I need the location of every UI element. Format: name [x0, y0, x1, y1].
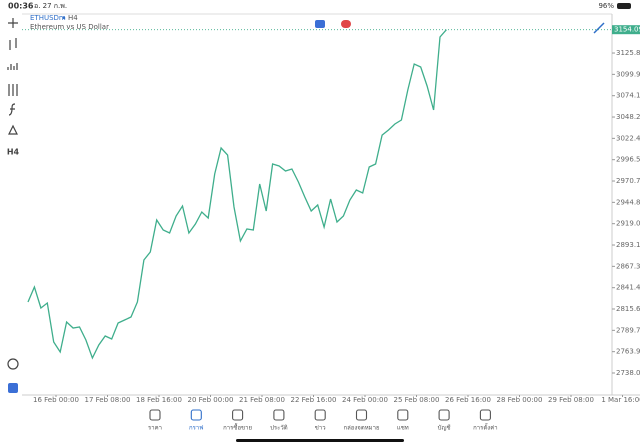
nav-label[interactable]: การซื้อขาย — [223, 422, 252, 432]
nav-icon[interactable] — [355, 409, 368, 421]
y-tick-label: 2738.05 — [616, 369, 640, 377]
last-price-label: 3154.09 — [614, 26, 640, 34]
y-tick-label: 2919.00 — [616, 220, 640, 228]
nav-icon[interactable] — [314, 409, 326, 421]
x-tick-label: 28 Feb 00:00 — [497, 396, 543, 404]
chart-type-tool[interactable] — [9, 38, 17, 50]
nav-label[interactable]: กล่องจดหมาย — [343, 425, 379, 432]
y-tick-label: 2815.60 — [616, 305, 640, 313]
x-tick-label: 21 Feb 08:00 — [239, 396, 285, 404]
nav-icon[interactable] — [479, 409, 491, 421]
separator-dot — [62, 16, 66, 20]
one-click-tool[interactable] — [8, 383, 18, 393]
status-battery: 96% — [598, 2, 614, 10]
x-tick-label: 20 Feb 00:00 — [188, 396, 234, 404]
indicators-tool[interactable] — [7, 63, 18, 70]
nav-label[interactable]: กราฟ — [189, 425, 203, 432]
x-tick-label: 18 Feb 16:00 — [136, 396, 182, 404]
timeframe: H4 — [68, 14, 78, 22]
y-tick-label: 2996.55 — [616, 156, 640, 164]
y-tick-label: 2789.75 — [616, 326, 640, 334]
nav-icon[interactable] — [149, 409, 161, 421]
nav-icon[interactable] — [190, 409, 202, 421]
x-tick-label: 26 Feb 16:00 — [445, 396, 491, 404]
x-tick-label: 24 Feb 00:00 — [342, 396, 388, 404]
objects-tool[interactable] — [8, 124, 18, 135]
timeframe-tool[interactable]: H4 — [7, 148, 20, 157]
y-tick-label: 2944.85 — [616, 198, 640, 206]
y-tick-label: 3099.95 — [616, 70, 640, 78]
nav-icon[interactable] — [397, 409, 409, 421]
settings-tool[interactable] — [8, 84, 18, 96]
x-tick-label: 1 Mar 16:00 — [601, 396, 640, 404]
nav-label[interactable]: บัญชี — [438, 424, 451, 432]
y-tick-label: 2867.30 — [616, 262, 640, 270]
nav-icon[interactable] — [438, 409, 450, 421]
y-tick-label: 3048.25 — [616, 113, 640, 121]
x-tick-label: 25 Feb 08:00 — [394, 396, 440, 404]
nav-label[interactable]: ประวัติ — [270, 425, 288, 432]
nav-label[interactable]: แชท — [397, 425, 409, 432]
nav-icon[interactable] — [232, 409, 244, 421]
bottom-nav: ราคา กราฟ การซื้อขาย ประวัติ ข่าว กล่องจดหมาย… — [148, 409, 498, 432]
nav-label[interactable]: ข่าว — [315, 425, 326, 432]
y-tick-label: 3022.40 — [616, 134, 640, 142]
crosshair-tool[interactable] — [8, 18, 18, 28]
description: Ethereum vs US Dollar — [30, 23, 109, 31]
status-date: อ. 27 ก.พ. — [34, 2, 67, 10]
function-tool[interactable] — [8, 103, 16, 116]
y-tick-label: 2970.70 — [616, 177, 640, 185]
buy-button[interactable] — [341, 20, 351, 28]
home-indicator — [236, 439, 404, 442]
x-tick-label: 17 Feb 08:00 — [85, 396, 131, 404]
left-toolbar: H4 — [7, 18, 20, 393]
x-tick-label: 16 Feb 00:00 — [33, 396, 79, 404]
y-tick-label: 3074.10 — [616, 92, 640, 100]
nav-icon[interactable] — [273, 409, 285, 421]
price-line — [27, 29, 447, 360]
nav-label[interactable]: ราคา — [148, 425, 162, 432]
y-tick-label: 2763.90 — [616, 348, 640, 356]
autoscroll-icon[interactable] — [593, 22, 605, 34]
sell-button[interactable] — [315, 20, 325, 28]
y-tick-label: 3125.80 — [616, 49, 640, 57]
x-tick-label: 29 Feb 08:00 — [548, 396, 594, 404]
quick-trade-tool[interactable] — [7, 358, 19, 370]
symbol[interactable]: ETHUSDm — [30, 14, 66, 22]
y-tick-label: 2841.45 — [616, 284, 640, 292]
last-price-tag — [612, 25, 640, 35]
y-tick-label: 2893.15 — [616, 241, 640, 249]
battery-icon — [617, 3, 631, 9]
nav-label[interactable]: การตั้งค่า — [473, 422, 497, 432]
status-time: 00:36 — [8, 2, 34, 11]
x-tick-label: 22 Feb 16:00 — [291, 396, 337, 404]
